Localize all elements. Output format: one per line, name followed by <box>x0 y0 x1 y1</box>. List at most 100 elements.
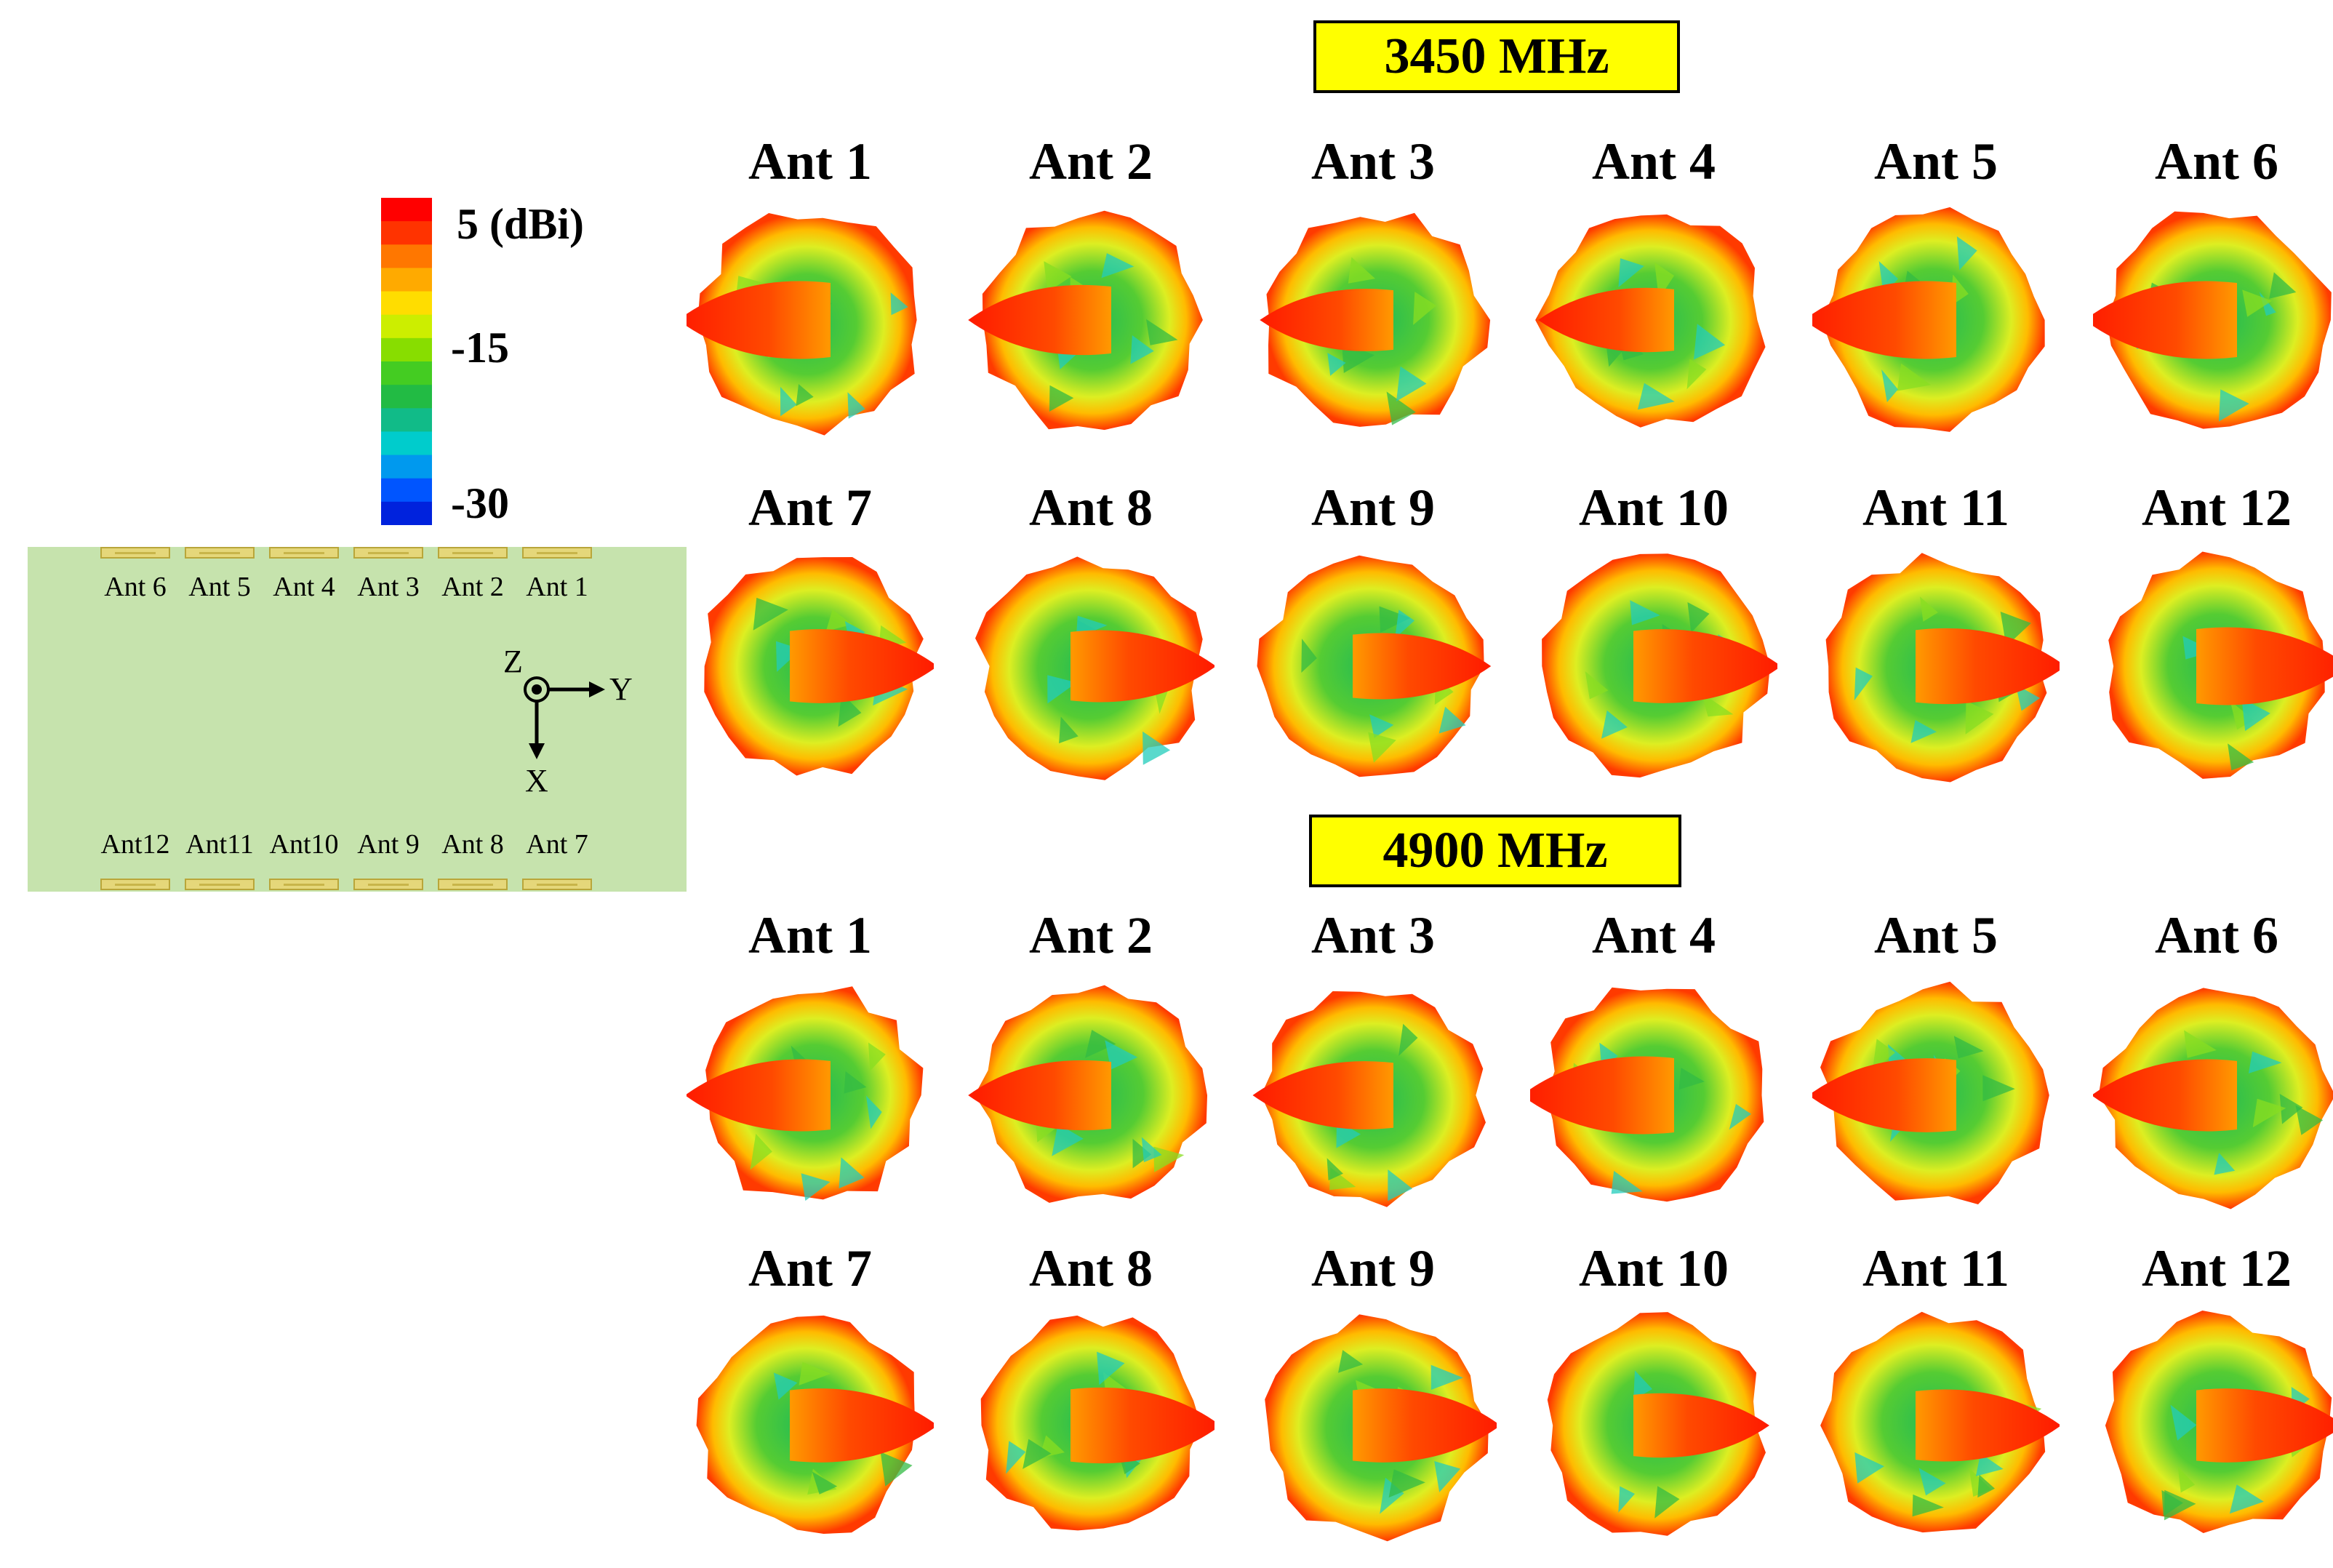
pattern-facet <box>1141 1137 1162 1163</box>
pattern-facet <box>1338 1350 1364 1373</box>
pattern-facet <box>1413 292 1436 325</box>
pattern-main-beam <box>1071 1387 1214 1464</box>
pattern-facet <box>1130 335 1154 364</box>
pattern-facet <box>2015 684 2040 711</box>
pattern-facet <box>1965 700 1994 735</box>
pattern-facet <box>1146 319 1178 345</box>
radiation-pattern <box>704 557 934 776</box>
pattern-facet <box>880 1452 913 1487</box>
pattern-facet <box>1369 714 1394 738</box>
board-label-top: Ant 5 <box>188 572 251 602</box>
pattern-facet <box>1395 609 1414 639</box>
antenna-patch <box>100 879 170 890</box>
pattern-facet <box>796 384 814 407</box>
pattern-facet <box>1611 1170 1643 1194</box>
board-label-bottom: Ant 7 <box>526 829 588 860</box>
pattern-facet <box>799 1361 831 1385</box>
radiation-pattern <box>2108 551 2333 779</box>
ant-title: Ant 7 <box>748 1239 872 1297</box>
pattern-facet <box>1630 600 1660 625</box>
antenna-patch <box>353 879 423 890</box>
axis-label-y: Y <box>609 671 633 707</box>
pattern-facet <box>1047 675 1077 704</box>
pattern-facet <box>2241 698 2270 732</box>
radiation-pattern <box>1260 212 1491 427</box>
pattern-facet <box>1854 667 1873 701</box>
pattern-facet <box>1977 1474 1995 1498</box>
pattern-facet <box>1637 383 1675 410</box>
pattern-facet <box>1132 1138 1152 1169</box>
pattern-facet <box>1379 606 1411 633</box>
pattern-facet <box>1686 359 1707 390</box>
radiation-pattern <box>2105 1311 2333 1533</box>
colorbar-min-label: -30 <box>451 479 509 527</box>
pattern-facet <box>801 1173 831 1201</box>
ant-title: Ant 9 <box>1310 479 1435 537</box>
colorbar-segment <box>381 501 432 525</box>
pattern-main-beam <box>1252 1061 1393 1129</box>
pattern-main-beam <box>790 1388 934 1463</box>
pattern-facet <box>1633 1370 1652 1400</box>
pattern-main-beam <box>1916 628 2060 705</box>
pattern-facet <box>1687 602 1710 633</box>
ant-title: Ant 5 <box>1873 906 1998 964</box>
radiation-pattern <box>2093 211 2332 429</box>
pattern-facet <box>1854 1452 1884 1484</box>
radiation-pattern <box>1265 1314 1497 1542</box>
pattern-main-beam <box>1353 1388 1497 1463</box>
pattern-facet <box>1897 363 1932 391</box>
pattern-facet <box>1601 710 1628 739</box>
pattern-facet <box>847 392 865 419</box>
frequency-label-3450: 3450 MHz <box>1313 20 1680 93</box>
pattern-facet <box>750 1133 772 1170</box>
board-label-top: Ant 4 <box>273 572 335 602</box>
ant-title: Ant 6 <box>2154 906 2278 964</box>
pattern-facet <box>868 1042 886 1071</box>
pattern-facet <box>1920 596 1938 622</box>
pattern-facet <box>1006 1441 1026 1474</box>
pattern-facet <box>1398 1023 1418 1057</box>
ant-title: Ant 12 <box>2141 479 2292 537</box>
pattern-main-beam <box>968 1060 1111 1131</box>
colorbar-segment <box>381 408 432 432</box>
pattern-facet <box>1918 1468 1946 1496</box>
colorbar-segment <box>381 221 432 245</box>
pattern-facet <box>1327 353 1346 376</box>
pattern-facet <box>1097 1351 1125 1385</box>
ant-title: Ant 4 <box>1591 906 1716 964</box>
board-label-bottom: Ant10 <box>269 829 339 860</box>
colorbar-segment <box>381 431 432 456</box>
antenna-patch <box>269 547 339 559</box>
pattern-facet <box>2269 272 2297 299</box>
ant-title: Ant 6 <box>2154 132 2278 191</box>
pattern-facet <box>1953 1036 1984 1059</box>
ant-title: Ant 9 <box>1310 1239 1435 1297</box>
pattern-main-beam <box>1812 281 1956 359</box>
pattern-facet <box>1143 731 1171 765</box>
pattern-facet <box>1388 1469 1425 1498</box>
pattern-facet <box>2279 1094 2303 1124</box>
radiation-pattern <box>1812 981 2049 1204</box>
pattern-facet <box>1956 236 1977 271</box>
antenna-patch <box>438 547 508 559</box>
pattern-facet <box>1729 1103 1751 1130</box>
radiation-pattern <box>980 1315 1214 1531</box>
board-label-bottom: Ant 9 <box>357 829 420 860</box>
pattern-main-beam <box>1260 289 1393 351</box>
pattern-main-beam <box>1633 1393 1769 1458</box>
pattern-facet <box>2252 1098 2286 1128</box>
antenna-patch <box>522 879 592 890</box>
pattern-main-beam <box>1353 633 1492 700</box>
pattern-facet <box>839 1157 865 1189</box>
ant-title: Ant 8 <box>1028 1239 1153 1297</box>
radiation-pattern <box>2093 988 2333 1209</box>
pattern-facet <box>1348 257 1375 284</box>
ant-title: Ant 8 <box>1028 479 1153 537</box>
antenna-patch <box>185 879 255 890</box>
pattern-main-beam <box>790 629 934 703</box>
antenna-patch <box>522 547 592 559</box>
pattern-facet <box>2295 1105 2324 1135</box>
colorbar-segment <box>381 455 432 479</box>
radiation-pattern <box>1812 207 2045 432</box>
pattern-facet <box>1910 720 1937 743</box>
